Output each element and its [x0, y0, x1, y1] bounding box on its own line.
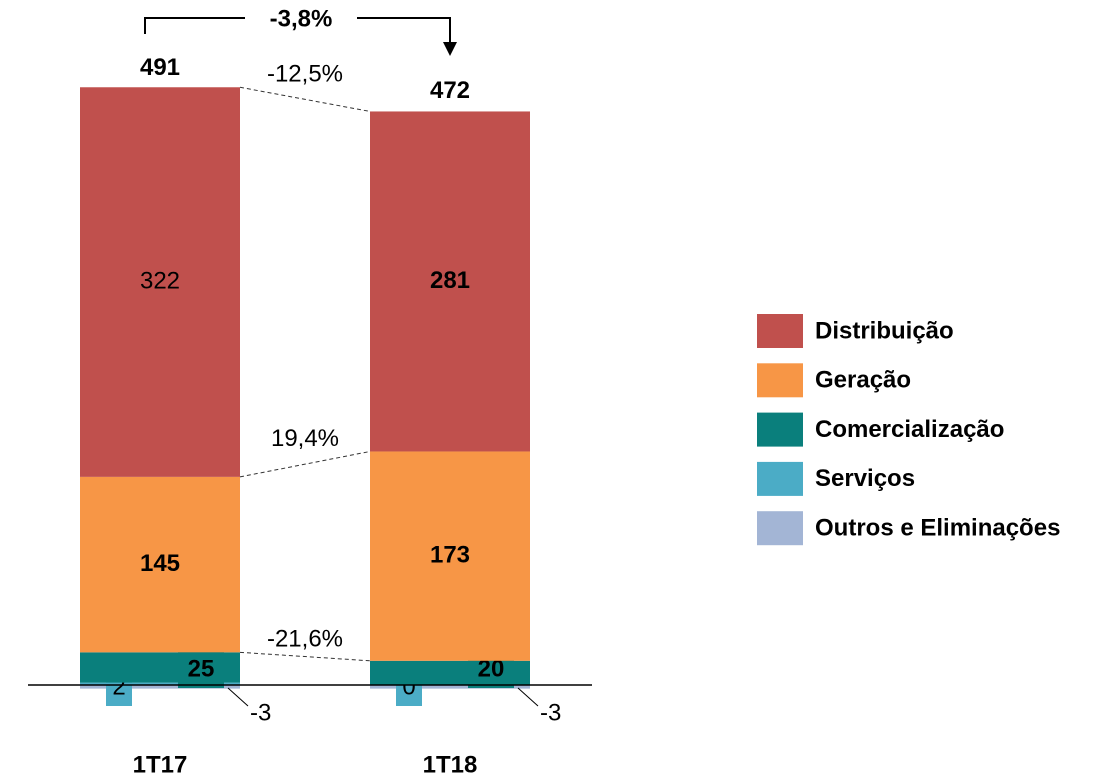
data-label: 322: [140, 267, 180, 294]
legend-label: Comercialização: [815, 416, 1004, 443]
x-tick-label: 1T18: [423, 751, 478, 777]
leader-line: [517, 687, 539, 707]
total-change: -3,8%: [270, 5, 333, 32]
data-label: 173: [430, 541, 470, 568]
change-connector: [239, 86, 371, 112]
bar-segment: [80, 476, 240, 653]
bar-segment: [80, 682, 240, 685]
data-label: -3: [250, 699, 271, 726]
arrow-head: [443, 42, 457, 56]
legend-label: Outros e Eliminações: [815, 515, 1060, 542]
data-label: 25: [188, 655, 215, 682]
change-connector: [239, 651, 371, 662]
x-tick-label: 1T17: [133, 751, 188, 777]
legend-swatch: [757, 412, 803, 447]
total-change-arrow: [144, 17, 451, 44]
data-label: 281: [430, 267, 470, 294]
leader-line: [227, 687, 249, 707]
bar-segment: [370, 451, 530, 661]
legend-label: Distribuição: [815, 317, 954, 344]
bar-segment: [80, 685, 240, 689]
total-label: 472: [430, 77, 470, 104]
data-label: -3: [540, 699, 561, 726]
legend-swatch: [757, 511, 803, 546]
legend-swatch: [757, 461, 803, 496]
legend-label: Geração: [815, 367, 911, 394]
legend-label: Serviços: [815, 465, 915, 492]
legend-swatch: [757, 314, 803, 348]
legend-swatch: [757, 363, 803, 398]
label-box: [178, 652, 224, 688]
change-label: 19,4%: [271, 425, 339, 452]
bar-segment: [80, 87, 240, 477]
data-label: 145: [140, 550, 180, 577]
change-connector: [239, 450, 371, 478]
change-label: -12,5%: [267, 61, 343, 88]
total-label: 491: [140, 54, 180, 81]
bar-segment: [370, 111, 530, 452]
bar-segment: [370, 685, 530, 689]
change-label: -21,6%: [267, 626, 343, 653]
